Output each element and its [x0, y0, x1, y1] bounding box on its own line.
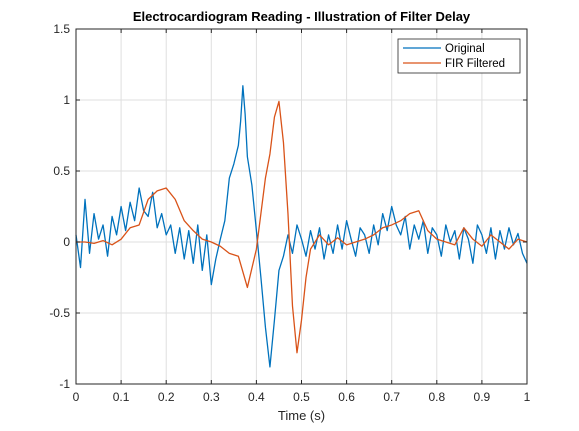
x-tick-label: 0.8 [428, 390, 445, 404]
legend-label-original: Original [445, 43, 485, 55]
y-tick-label: 1 [63, 93, 70, 107]
y-tick-label: -1 [59, 377, 70, 391]
x-tick-label: 0.9 [474, 390, 491, 404]
x-tick-label: 0.1 [113, 390, 130, 404]
y-tick-label: -0.5 [49, 306, 70, 320]
series-line-original [75, 85, 528, 368]
axis-ticks: 0 0.1 0.2 0.3 0.4 0.5 0.6 0.7 0.8 0.9 1 -1 -0.5 0 0.5 1… [49, 22, 530, 404]
x-tick-label: 0.6 [338, 390, 355, 404]
x-tick-label: 0.3 [203, 390, 220, 404]
x-tick-label: 0.2 [158, 390, 175, 404]
legend: Original FIR Filtered [397, 38, 521, 74]
x-tick-label: 0.4 [248, 390, 265, 404]
x-tick-label: 0 [73, 390, 80, 404]
chart-title: Electrocardiogram Reading - Illustration… [133, 9, 471, 24]
x-tick-label: 1 [524, 390, 531, 404]
x-tick-label: 0.5 [293, 390, 310, 404]
x-tick-label: 0.7 [383, 390, 400, 404]
x-axis-title: Time (s) [278, 408, 325, 423]
series-layer [75, 85, 528, 368]
y-tick-label: 0 [63, 235, 70, 249]
legend-box [397, 38, 521, 74]
series-line-fir-filtered [76, 100, 528, 354]
y-tick-label: 1.5 [53, 22, 70, 36]
legend-label-fir-filtered: FIR Filtered [445, 58, 505, 70]
y-tick-label: 0.5 [53, 164, 70, 178]
